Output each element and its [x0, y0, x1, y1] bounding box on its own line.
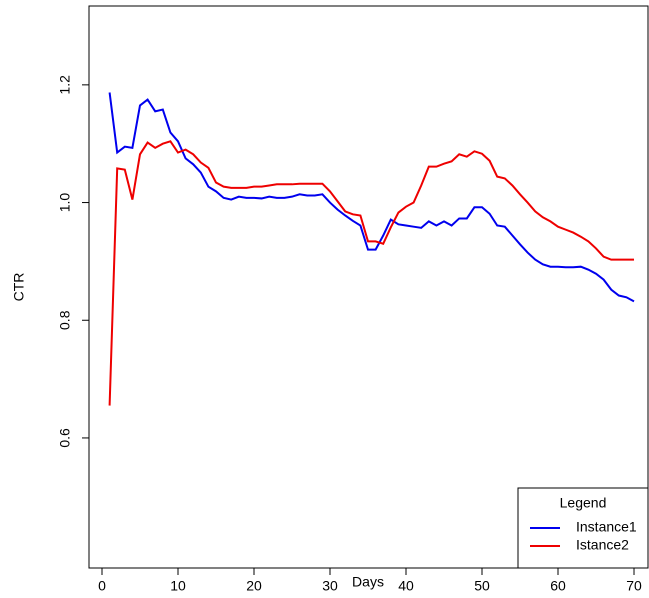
- y-tick-label: 0.6: [57, 428, 73, 448]
- legend-title: Legend: [560, 495, 607, 511]
- y-tick-label: 1.2: [57, 75, 73, 95]
- y-tick-label: 1.0: [57, 193, 73, 213]
- legend-label: Instance1: [576, 519, 637, 535]
- x-tick-label: 0: [98, 578, 106, 594]
- x-tick-label: 50: [474, 578, 490, 594]
- y-tick-label: 0.8: [57, 310, 73, 330]
- x-tick-label: 70: [626, 578, 642, 594]
- series-line: [108, 92, 635, 303]
- legend-label: Istance2: [576, 537, 629, 553]
- x-tick-label: 20: [246, 578, 262, 594]
- x-tick-label: 10: [170, 578, 186, 594]
- x-tick-label: 60: [550, 578, 566, 594]
- series-line: [108, 140, 635, 406]
- x-tick-label: 30: [322, 578, 338, 594]
- x-axis-label: Days: [352, 574, 384, 590]
- y-axis-label: CTR: [11, 273, 27, 302]
- x-tick-label: 40: [398, 578, 414, 594]
- legend: Legend Instance1 Istance2: [517, 487, 649, 569]
- plot-box: [88, 5, 649, 569]
